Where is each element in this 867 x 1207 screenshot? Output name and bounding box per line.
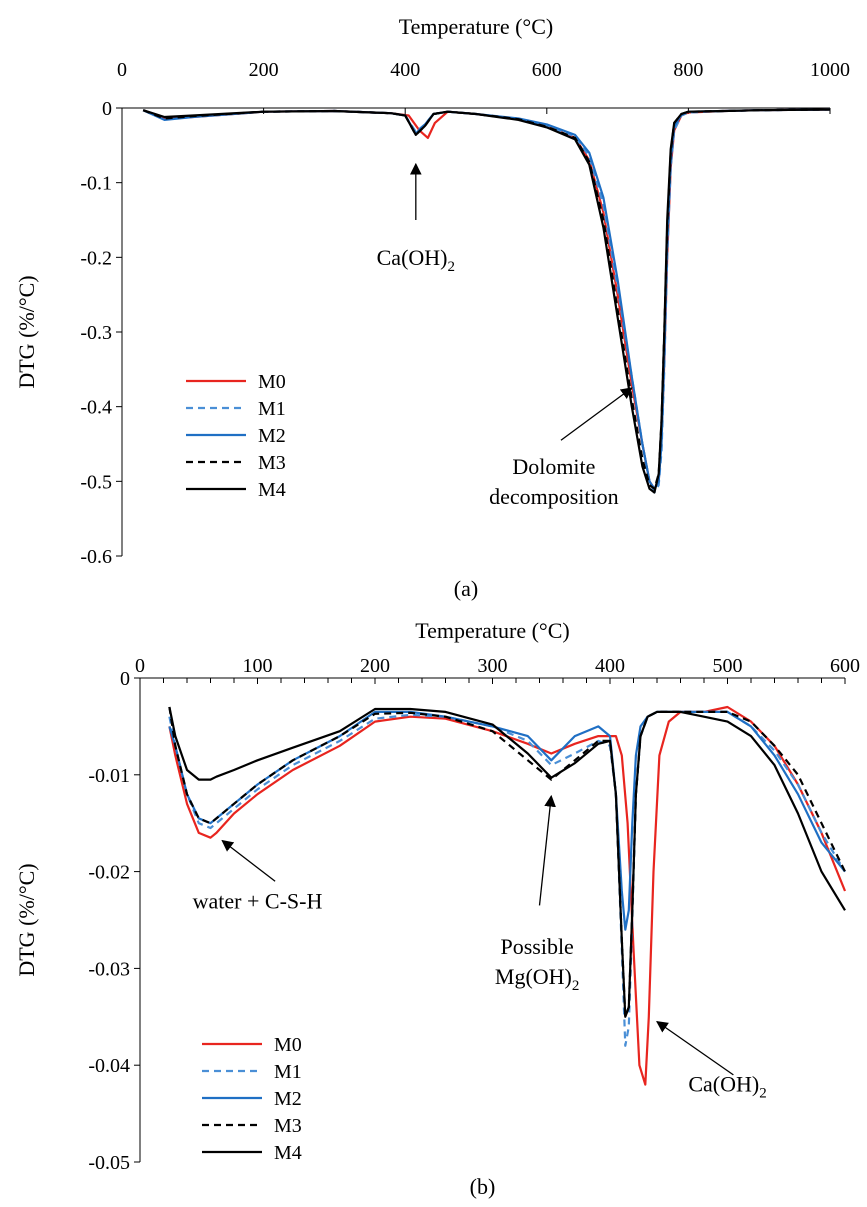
annotation-line: Dolomite	[512, 454, 595, 479]
annotation-text: Possible	[500, 934, 573, 959]
legend-label-m2: M2	[258, 425, 286, 447]
legend-label-m0: M0	[274, 1034, 302, 1056]
legend-label-m1: M1	[258, 398, 286, 420]
annotation-arrow	[560, 387, 633, 441]
annotation-line: water + C-S-H	[193, 888, 323, 913]
y-tick-label: -0.02	[88, 862, 130, 884]
annotation-text: Mg(OH)2	[495, 964, 580, 994]
x-tick-label: 0	[135, 655, 145, 677]
annotation-line: Possible	[500, 934, 573, 959]
x-axis-title: Temperature (°C)	[399, 14, 553, 39]
y-axis-title: DTG (%/°C)	[14, 275, 39, 388]
annotation-text: Ca(OH)2	[688, 1071, 766, 1101]
series-line-m1	[142, 108, 831, 494]
annotation-line: decomposition	[489, 484, 619, 509]
chart-panel-b: 0 100 200 300 400 500 600 0 -0.01 -0.02 -0.03 -0.04…	[14, 618, 860, 1199]
annotation-arrow	[221, 839, 276, 882]
panel-label: (a)	[454, 576, 478, 601]
y-tick-label: 0	[120, 668, 130, 690]
y-tick-label: -0.4	[80, 397, 112, 419]
x-tick-label: 1000	[810, 59, 850, 81]
y-tick-label: -0.05	[88, 1152, 130, 1174]
x-tick-label: 100	[243, 655, 273, 677]
annotation-text: Ca(OH)2	[377, 245, 455, 275]
x-axis-title: Temperature (°C)	[415, 618, 569, 643]
annotation-subscript: 2	[572, 978, 580, 994]
annotation-text: decomposition	[489, 484, 619, 509]
series-line-m2	[168, 710, 846, 931]
series-line-m2	[142, 108, 831, 490]
y-tick-label: -0.6	[80, 546, 112, 568]
annotation-line: Ca(OH)	[377, 245, 448, 270]
x-tick-label: 800	[673, 59, 703, 81]
panel-label: (b)	[470, 1174, 496, 1199]
series-line-m0	[142, 108, 831, 490]
y-tick-label: -0.04	[88, 1055, 130, 1077]
x-tick-label: 300	[478, 655, 508, 677]
x-tick-label: 0	[117, 59, 127, 81]
x-tick-label: 600	[830, 655, 860, 677]
series-line-m3	[168, 706, 846, 1018]
x-tick-label: 200	[360, 655, 390, 677]
series-line-m1	[168, 710, 846, 1047]
x-tick-label: 600	[532, 59, 562, 81]
x-tick-label: 200	[249, 59, 279, 81]
series-line-m4	[142, 108, 831, 494]
y-tick-label: -0.1	[80, 173, 112, 195]
x-tick-label: 500	[713, 655, 743, 677]
legend-label-m1: M1	[274, 1061, 302, 1083]
annotation-subscript: 2	[448, 259, 456, 275]
legend-label-m3: M3	[258, 452, 286, 474]
legend-label-m4: M4	[258, 479, 286, 501]
y-tick-label: -0.03	[88, 958, 130, 980]
y-tick-label: -0.01	[88, 765, 130, 787]
annotation-text: water + C-S-H	[193, 888, 323, 913]
series-line-m4	[168, 706, 846, 1018]
annotation-arrow	[656, 1020, 734, 1076]
x-tick-label: 400	[390, 59, 420, 81]
annotation-subscript: 2	[759, 1085, 767, 1101]
legend-label-m2: M2	[274, 1088, 302, 1110]
chart-panel-a: 0 200 400 600 800 1000 0 -0.1 -0.2 -0.3 -0.4 -0.5 -0…	[14, 14, 850, 601]
x-tick-label: 400	[595, 655, 625, 677]
annotation-text: Dolomite	[512, 454, 595, 479]
y-tick-label: -0.3	[80, 322, 112, 344]
legend-label-m0: M0	[258, 371, 286, 393]
annotation-arrow	[538, 794, 556, 906]
y-tick-label: -0.5	[80, 471, 112, 493]
legend-label-m3: M3	[274, 1115, 302, 1137]
y-tick-label: -0.2	[80, 247, 112, 269]
y-axis-title: DTG (%/°C)	[14, 863, 39, 976]
annotation-line: Mg(OH)	[495, 964, 572, 989]
annotation-line: Ca(OH)	[688, 1071, 759, 1096]
y-tick-label: 0	[102, 98, 112, 120]
series-line-m3	[142, 108, 831, 490]
legend-label-m4: M4	[274, 1142, 302, 1164]
